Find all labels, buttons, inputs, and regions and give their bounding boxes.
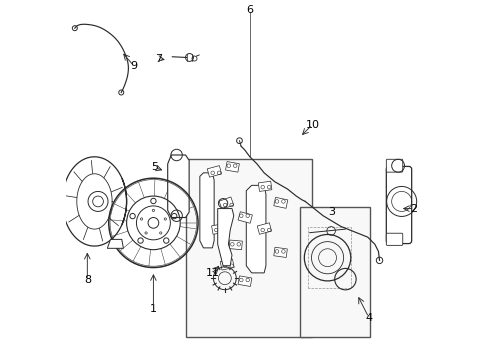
Bar (257, 223, 271, 234)
Bar (225, 162, 239, 172)
Text: 7: 7 (155, 54, 162, 64)
FancyBboxPatch shape (386, 159, 402, 172)
Polygon shape (217, 208, 233, 266)
Polygon shape (246, 185, 265, 273)
Text: 6: 6 (246, 5, 253, 15)
Text: 11: 11 (205, 268, 219, 278)
Bar (220, 259, 234, 270)
Polygon shape (167, 155, 189, 217)
Bar (238, 212, 252, 223)
Bar (299, 207, 369, 337)
Text: 9: 9 (130, 61, 137, 71)
Bar (185, 158, 312, 337)
Polygon shape (107, 239, 123, 248)
Text: 1: 1 (150, 303, 157, 314)
Text: 5: 5 (151, 162, 158, 172)
FancyBboxPatch shape (386, 166, 411, 244)
Text: 3: 3 (328, 207, 335, 217)
Bar (273, 247, 287, 257)
Bar (273, 197, 287, 208)
Text: 4: 4 (365, 312, 372, 323)
Bar (207, 166, 221, 177)
Text: 2: 2 (410, 203, 417, 213)
Polygon shape (200, 173, 214, 248)
Bar (229, 240, 242, 250)
Text: 10: 10 (305, 120, 319, 130)
Bar (211, 224, 225, 234)
FancyBboxPatch shape (386, 233, 402, 246)
Bar (238, 276, 251, 287)
Bar (219, 197, 233, 209)
Text: 8: 8 (83, 275, 91, 285)
Bar (258, 181, 271, 192)
